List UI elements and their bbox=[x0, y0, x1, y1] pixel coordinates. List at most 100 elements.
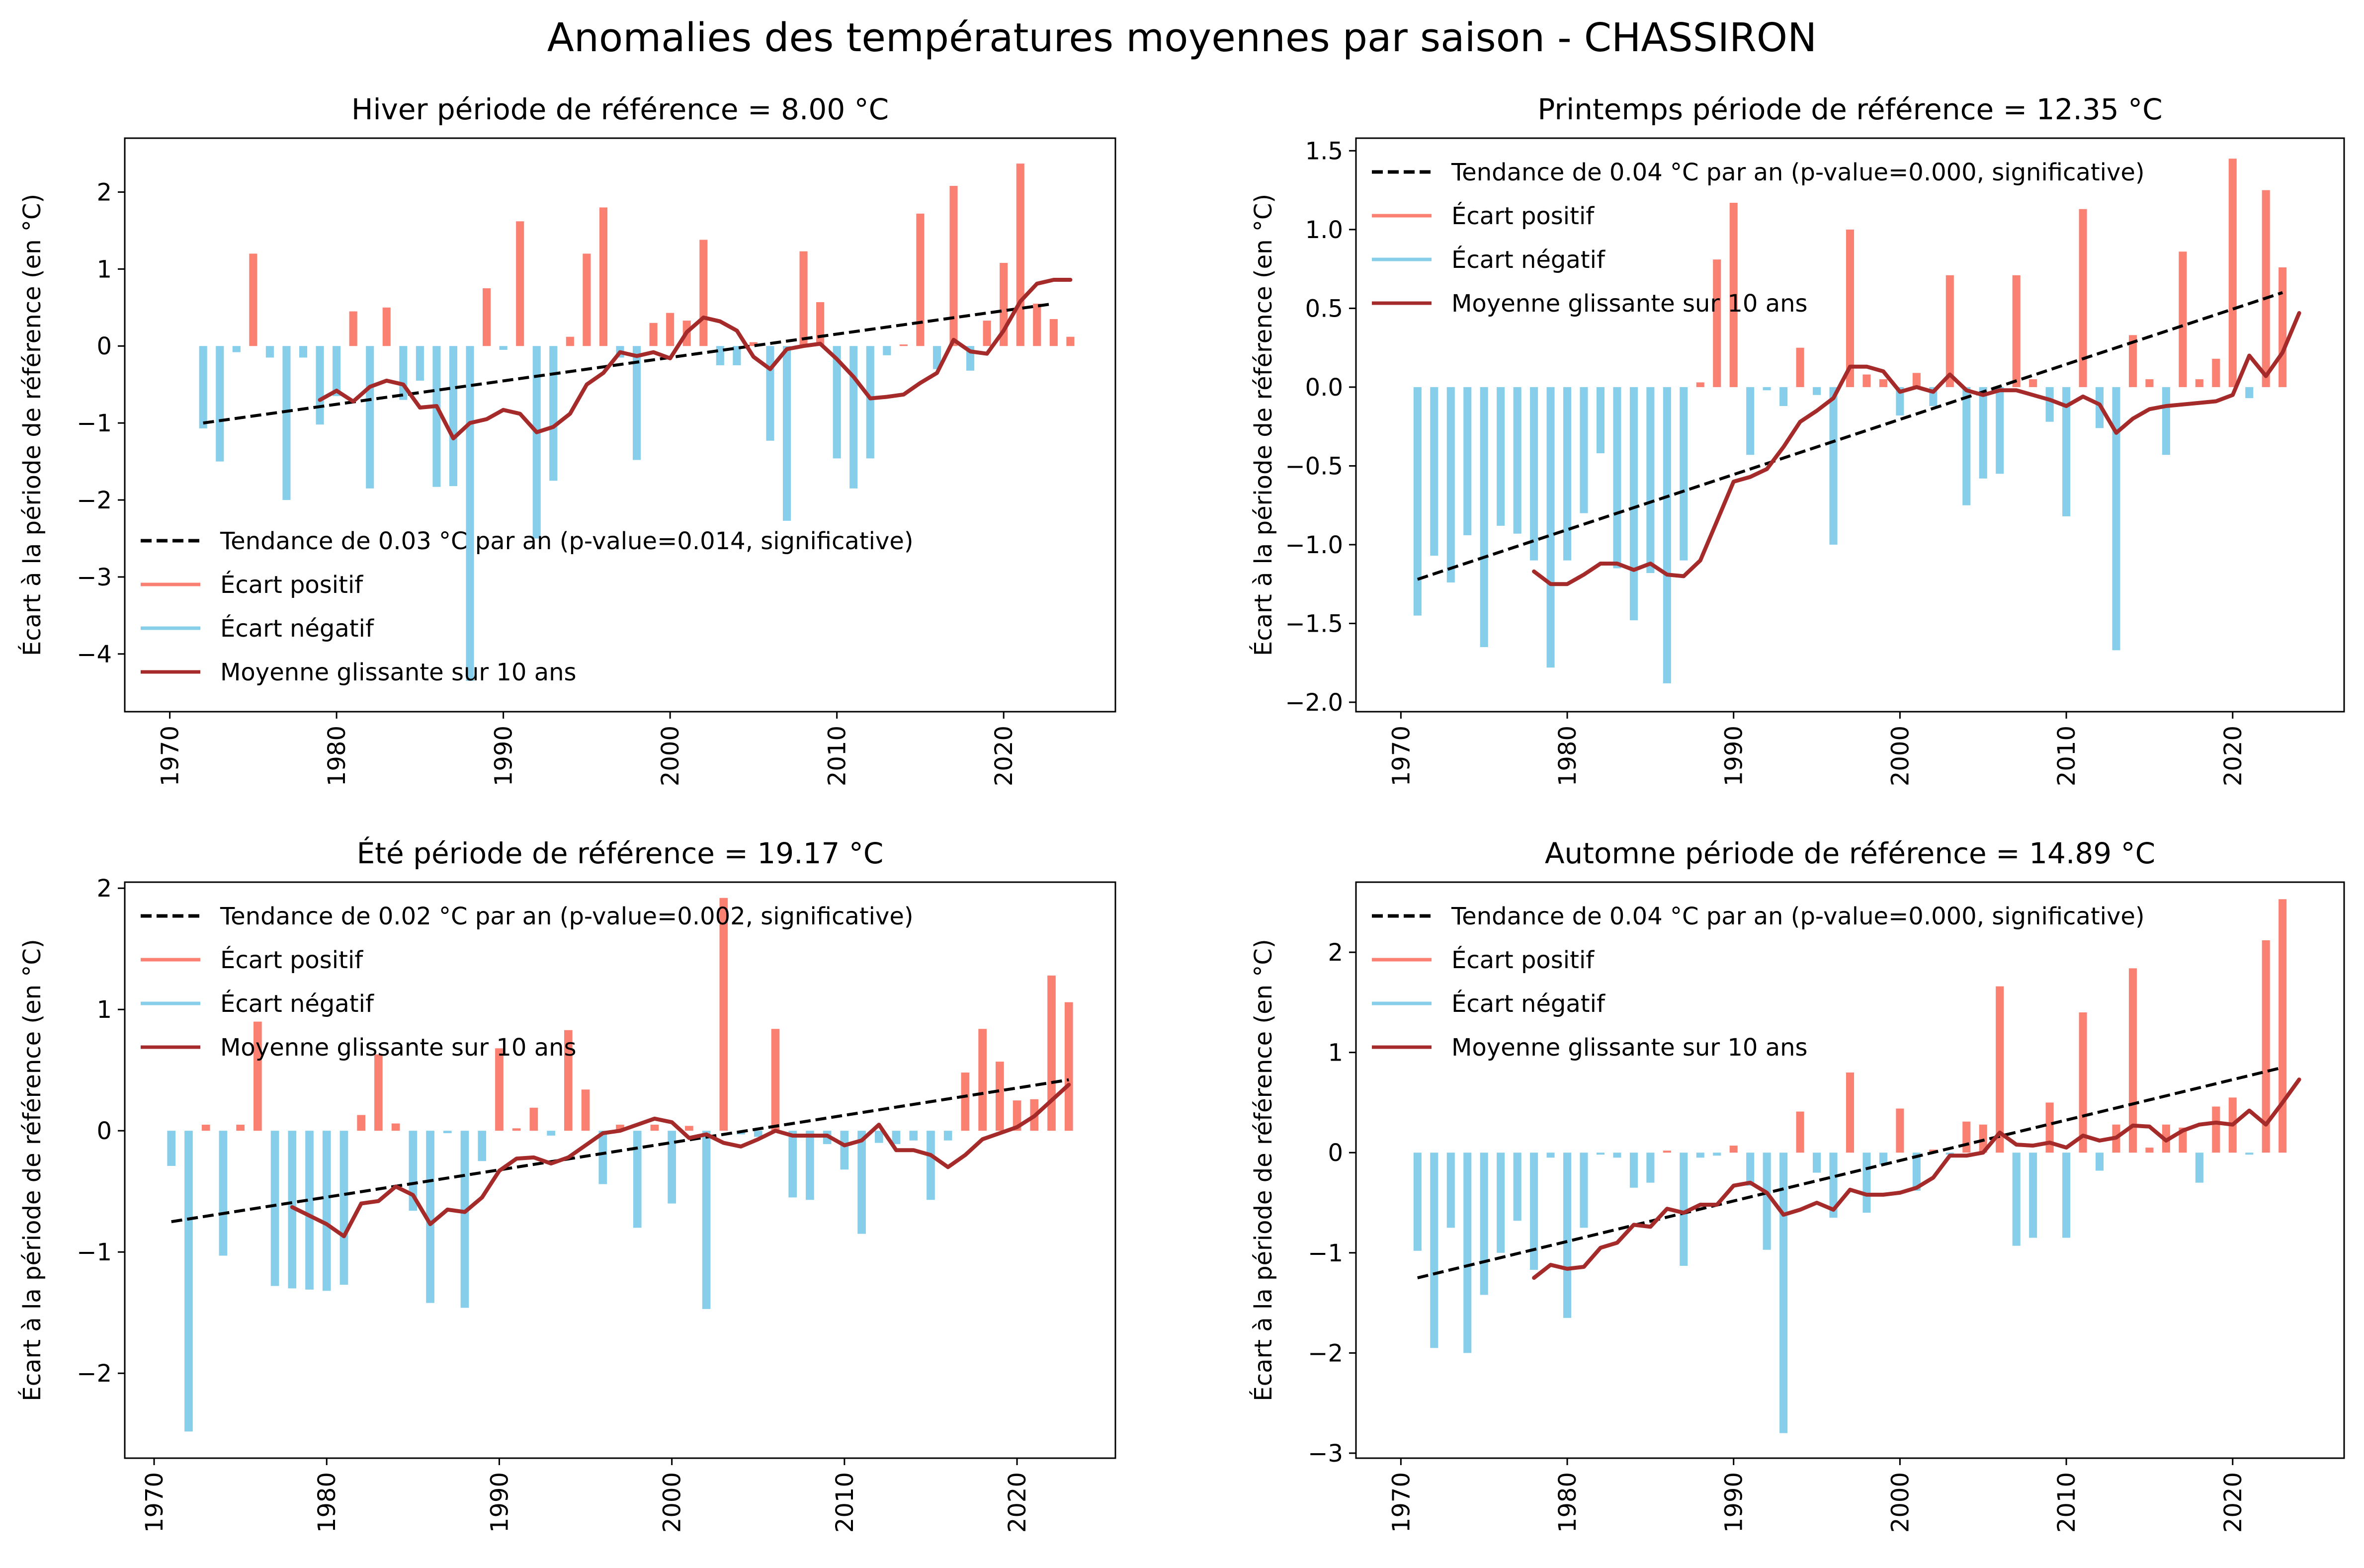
y-tick-label: 2 bbox=[96, 178, 112, 206]
x-tick-label: 1990 bbox=[486, 1472, 513, 1533]
bar-positive bbox=[1862, 374, 1871, 387]
bar-positive bbox=[1996, 986, 2004, 1153]
bar-positive bbox=[2079, 209, 2087, 387]
y-tick-label: 0 bbox=[1328, 1139, 1343, 1167]
x-tick-label: 1990 bbox=[1720, 1472, 1748, 1533]
bar-negative bbox=[668, 1131, 676, 1204]
y-tick-label: 1 bbox=[1328, 1039, 1343, 1067]
bar-negative bbox=[874, 1131, 883, 1143]
bar-negative bbox=[466, 346, 474, 681]
bar-negative bbox=[716, 346, 724, 365]
bar-negative bbox=[282, 346, 291, 500]
bar-positive bbox=[978, 1029, 987, 1131]
bar-negative bbox=[1663, 387, 1671, 683]
rolling-mean-line bbox=[318, 278, 1073, 441]
bar-negative bbox=[633, 1131, 642, 1228]
bar-negative bbox=[449, 346, 458, 487]
plot-area bbox=[199, 164, 1075, 681]
bar-negative bbox=[1813, 387, 1821, 395]
bar-positive bbox=[1663, 1151, 1671, 1153]
bar-positive bbox=[899, 344, 908, 346]
bar-negative bbox=[1563, 1153, 1572, 1318]
bar-negative bbox=[1530, 387, 1538, 561]
bar-negative bbox=[866, 346, 874, 459]
x-tick-label: 2010 bbox=[2053, 1472, 2081, 1533]
bar-negative bbox=[339, 1131, 348, 1285]
bar-negative bbox=[1746, 1153, 1755, 1186]
bar-negative bbox=[1580, 1153, 1588, 1228]
bar-positive bbox=[1796, 1111, 1804, 1153]
bar-positive bbox=[201, 1125, 210, 1131]
bar-positive bbox=[2279, 899, 2287, 1153]
legend-label: Écart positif bbox=[220, 946, 363, 974]
bar-negative bbox=[1996, 387, 2004, 474]
bar-negative bbox=[167, 1131, 176, 1166]
chart-title: Été période de référence = 19.17 °C bbox=[357, 836, 884, 870]
chart-title: Hiver période de référence = 8.00 °C bbox=[351, 92, 889, 126]
legend-label: Écart positif bbox=[220, 571, 363, 599]
trend-line bbox=[171, 1078, 1069, 1224]
bar-positive bbox=[2228, 159, 2237, 387]
bar-negative bbox=[1596, 387, 1605, 454]
bar-negative bbox=[1613, 1153, 1621, 1158]
bar-positive bbox=[2145, 1148, 2154, 1153]
legend-label: Écart négatif bbox=[220, 614, 374, 643]
y-tick-label: −4 bbox=[77, 641, 112, 668]
axes-frame bbox=[124, 881, 1116, 1459]
bar-negative bbox=[1646, 1153, 1655, 1183]
y-tick-label: −1 bbox=[77, 410, 112, 437]
bar-positive bbox=[650, 1125, 659, 1131]
bar-positive bbox=[529, 1107, 538, 1131]
bar-positive bbox=[719, 898, 728, 1131]
bar-negative bbox=[1862, 1153, 1871, 1213]
bar-negative bbox=[432, 346, 441, 487]
bar-negative bbox=[416, 346, 424, 381]
bar-negative bbox=[1962, 387, 1971, 505]
bar-positive bbox=[2195, 379, 2203, 387]
y-axis-label: Écart à la période de référence (en °C) bbox=[18, 194, 46, 656]
bar-negative bbox=[1629, 1153, 1638, 1188]
bar-negative bbox=[532, 346, 541, 539]
bar-positive bbox=[512, 1128, 521, 1131]
bar-negative bbox=[857, 1131, 866, 1234]
bar-negative bbox=[1613, 387, 1621, 569]
bar-negative bbox=[598, 1131, 607, 1184]
chart-title: Automne période de référence = 14.89 °C bbox=[1545, 836, 2155, 870]
bar-negative bbox=[1413, 1153, 1422, 1251]
x-tick-label: 1980 bbox=[323, 726, 351, 786]
y-axis-label: Écart à la période de référence (en °C) bbox=[1249, 939, 1277, 1401]
rolling-mean-line bbox=[1532, 1077, 2301, 1280]
y-tick-label: −3 bbox=[1308, 1440, 1343, 1468]
bar-negative bbox=[1563, 387, 1572, 561]
bar-negative bbox=[2245, 387, 2254, 399]
bar-negative bbox=[1813, 1153, 1821, 1173]
bar-positive bbox=[799, 251, 808, 346]
bar-negative bbox=[366, 346, 374, 489]
bar-negative bbox=[1513, 387, 1521, 534]
bar-positive bbox=[699, 240, 708, 346]
legend: Tendance de 0.04 °C par an (p-value=0.00… bbox=[1372, 159, 2145, 318]
bar-negative bbox=[499, 346, 507, 350]
rolling-mean-line bbox=[1532, 311, 2301, 586]
legend-label: Moyenne glissante sur 10 ans bbox=[220, 1034, 577, 1062]
y-tick-label: 0.0 bbox=[1305, 374, 1343, 402]
bar-negative bbox=[478, 1131, 487, 1161]
trend-line bbox=[1417, 1066, 2283, 1280]
x-tick-label: 2000 bbox=[657, 726, 684, 786]
bar-positive bbox=[357, 1115, 366, 1131]
bar-negative bbox=[1680, 387, 1688, 561]
bar-positive bbox=[1047, 975, 1056, 1131]
bar-positive bbox=[2212, 358, 2220, 387]
bar-positive bbox=[382, 307, 391, 346]
bar-negative bbox=[733, 346, 741, 365]
y-tick-label: 1.0 bbox=[1305, 216, 1343, 244]
bar-negative bbox=[1480, 1153, 1488, 1295]
bar-positive bbox=[771, 1029, 780, 1131]
chart-panel-4: −3 −2 −1 0 1 2 1970 1980 1990 2000 2010 2020 Automne… bbox=[1249, 836, 2345, 1533]
bar-negative bbox=[1446, 1153, 1455, 1228]
bar-negative bbox=[927, 1131, 935, 1200]
bar-negative bbox=[219, 1131, 228, 1256]
x-tick-label: 1980 bbox=[1554, 726, 1582, 786]
bar-positive bbox=[1879, 379, 1887, 387]
